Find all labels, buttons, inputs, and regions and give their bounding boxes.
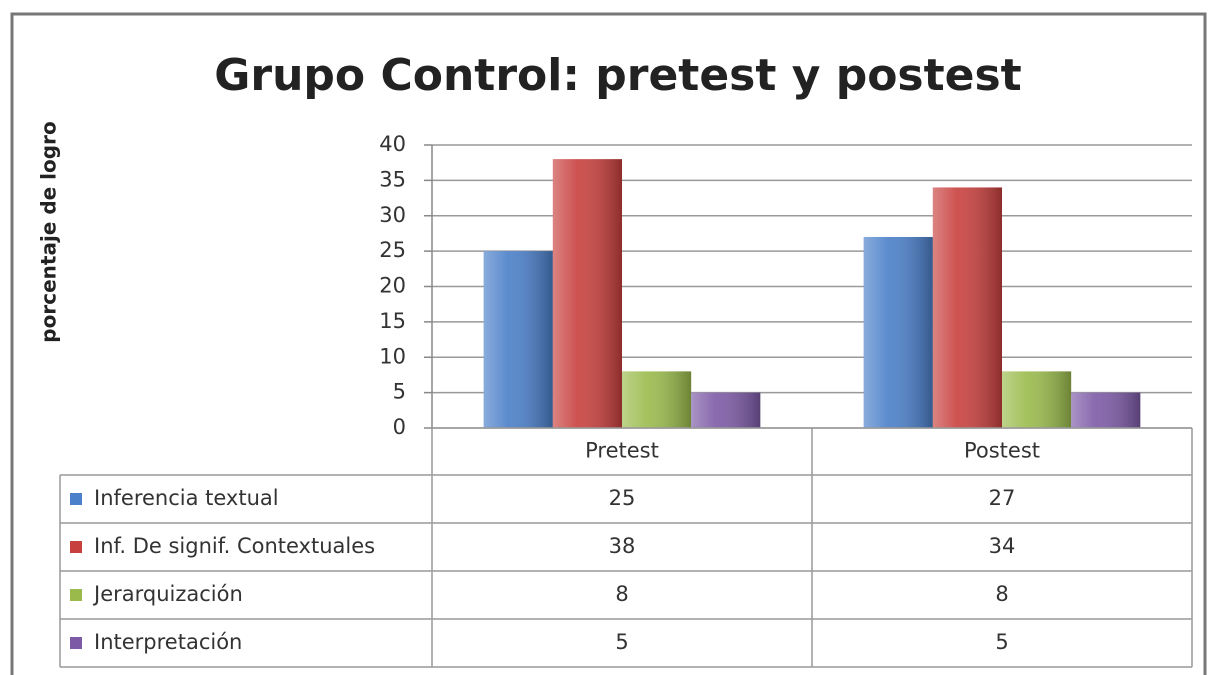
table-value: 34	[989, 534, 1016, 558]
legend-swatch	[70, 637, 82, 649]
y-tick-label: 30	[379, 203, 406, 227]
bar-shade	[691, 392, 761, 428]
chart-title: Grupo Control: pretest y postest	[214, 50, 1021, 101]
y-tick-label: 40	[379, 132, 406, 156]
y-axis-label: porcentaje de logro	[37, 121, 61, 342]
y-tick-label: 25	[379, 238, 406, 262]
table-value: 5	[995, 630, 1008, 654]
bar-shade	[552, 159, 622, 428]
y-tick-label: 15	[379, 309, 406, 333]
legend-label: Jerarquización	[92, 582, 243, 606]
table-value: 5	[615, 630, 628, 654]
legend-swatch	[70, 541, 82, 553]
bar-shade	[1002, 371, 1072, 428]
bar-shade	[863, 236, 933, 428]
legend-label: Inf. De signif. Contextuales	[94, 534, 375, 558]
y-tick-label: 5	[393, 380, 406, 404]
legend-swatch	[70, 493, 82, 505]
legend-label: Inferencia textual	[94, 486, 279, 510]
bar-shade	[1071, 392, 1141, 428]
table-value: 38	[609, 534, 636, 558]
legend-label: Interpretación	[94, 630, 242, 654]
bar-shade	[483, 251, 553, 428]
y-tick-label: 10	[379, 344, 406, 368]
bar-shade	[622, 371, 692, 428]
y-tick-label: 35	[379, 167, 406, 191]
x-tick-label: Postest	[964, 439, 1040, 463]
x-tick-label: Pretest	[585, 439, 659, 463]
table-value: 25	[609, 486, 636, 510]
y-tick-label: 20	[379, 274, 406, 298]
y-tick-label: 0	[393, 415, 406, 439]
table-value: 27	[989, 486, 1016, 510]
legend-swatch	[70, 589, 82, 601]
bar-shade	[932, 187, 1002, 428]
table-value: 8	[615, 582, 628, 606]
table-value: 8	[995, 582, 1008, 606]
